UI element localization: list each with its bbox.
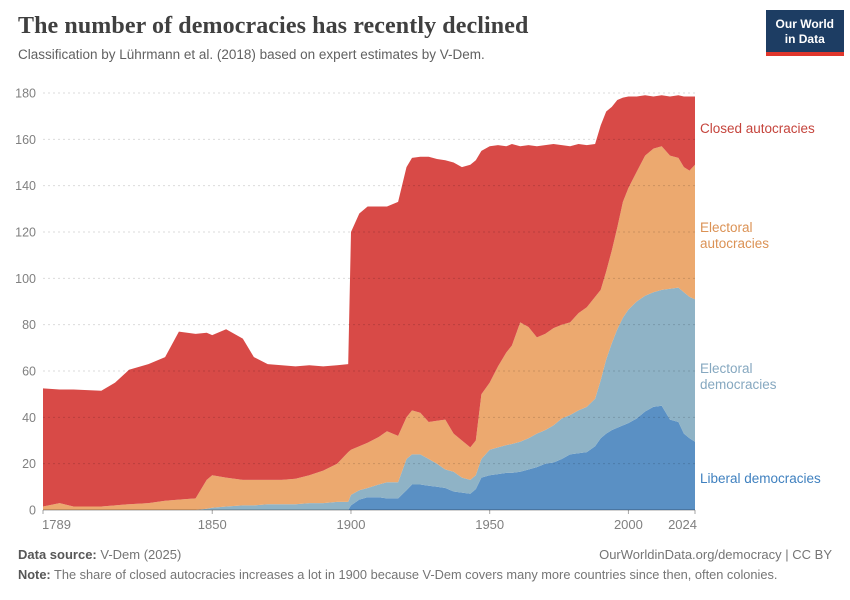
owid-logo[interactable]: Our World in Data <box>765 10 844 56</box>
data-source-label: Data source: <box>18 547 97 562</box>
citation-separator: | <box>781 547 793 562</box>
data-source: Data source: V-Dem (2025) <box>18 547 181 562</box>
x-tick-label-1900: 1900 <box>337 517 366 532</box>
chart-header: The number of democracies has recently d… <box>18 12 758 62</box>
y-tick-label-0: 0 <box>29 504 36 518</box>
license-label: CC BY <box>792 547 832 562</box>
series-label-closed-autocracies: Closed autocracies <box>700 121 815 136</box>
y-tick-label-160: 160 <box>15 133 36 147</box>
note-label: Note: <box>18 567 51 582</box>
y-tick-label-180: 180 <box>15 87 36 101</box>
y-tick-label-140: 140 <box>15 179 36 193</box>
x-tick-label-1950: 1950 <box>475 517 504 532</box>
y-tick-label-60: 60 <box>22 365 36 379</box>
area-electoral-autocracies <box>43 146 695 511</box>
series-label-electoral-democracies: Electoral democracies <box>700 361 777 393</box>
x-tick-label-2024: 2024 <box>668 517 697 532</box>
y-tick-label-20: 20 <box>22 457 36 471</box>
page-title: The number of democracies has recently d… <box>18 13 529 39</box>
citation: OurWorldinData.org/democracy | CC BY <box>599 547 832 562</box>
series-label-electoral-autocracies: Electoral autocracies <box>700 220 770 252</box>
chart-note: Note: The share of closed autocracies in… <box>18 567 832 582</box>
series-label-liberal-democracies: Liberal democracies <box>700 471 821 486</box>
x-tick-label-2000: 2000 <box>614 517 643 532</box>
logo-line-1: Our World <box>775 17 834 31</box>
owid-democracy-link[interactable]: OurWorldinData.org/democracy <box>599 547 782 562</box>
x-tick-label-1850: 1850 <box>198 517 227 532</box>
y-tick-label-80: 80 <box>22 318 36 332</box>
x-tick-label-1789: 1789 <box>42 517 71 532</box>
area-closed-autocracies <box>43 95 695 507</box>
y-tick-label-40: 40 <box>22 411 36 425</box>
logo-line-2: in Data <box>784 32 825 46</box>
note-text: The share of closed autocracies increase… <box>54 567 778 582</box>
chart-subtitle: Classification by Lührmann et al. (2018)… <box>18 46 485 62</box>
area-electoral-democracies <box>43 287 695 510</box>
data-source-value: V-Dem (2025) <box>100 547 182 562</box>
y-tick-label-100: 100 <box>15 272 36 286</box>
y-tick-label-120: 120 <box>15 226 36 240</box>
area-liberal-democracies <box>43 405 695 510</box>
chart-footer: Data source: V-Dem (2025) OurWorldinData… <box>18 547 832 582</box>
